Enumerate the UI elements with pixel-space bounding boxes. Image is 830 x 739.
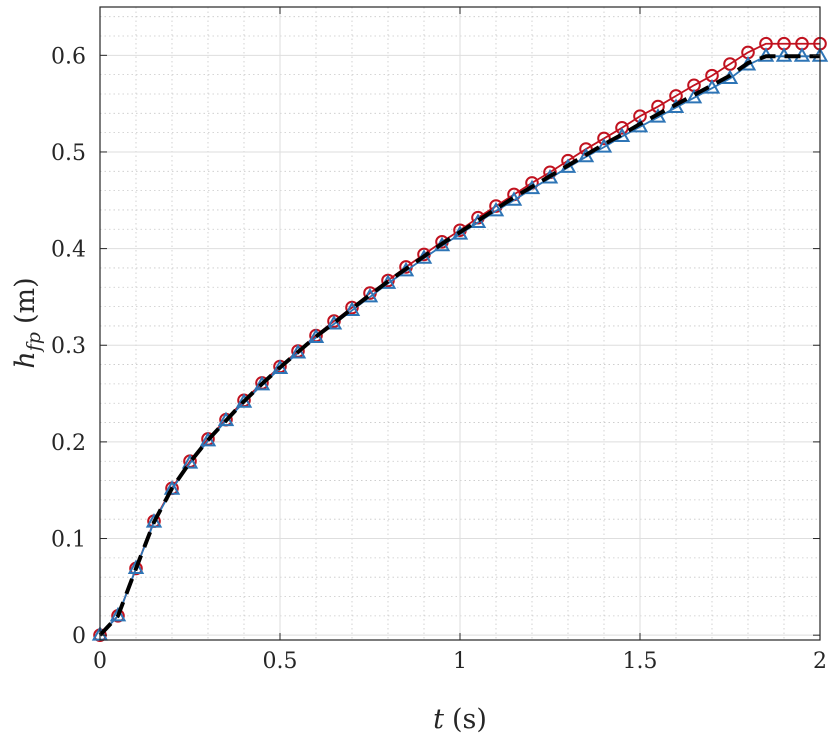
triangle-marker (577, 147, 595, 163)
y-tick-label: 0 (72, 624, 86, 649)
y-tick-label: 0.5 (51, 141, 86, 166)
y-axis-variable: h (10, 351, 41, 368)
y-tick-label: 0.6 (51, 44, 86, 69)
y-axis-unit: (m) (10, 277, 41, 324)
triangle-marker (487, 201, 505, 217)
triangle-marker (145, 513, 163, 528)
x-tick-label: 1.5 (623, 649, 658, 674)
triangle-marker (109, 606, 127, 622)
triangle-marker (343, 301, 361, 316)
triangle-marker (703, 79, 721, 94)
y-axis-subscript: fp (23, 332, 45, 353)
y-tick-label: 0.2 (51, 431, 86, 456)
major-grid (100, 7, 820, 640)
triangle-marker (235, 393, 253, 408)
y-tick-label: 0.1 (51, 528, 86, 553)
triangle-marker (163, 480, 181, 495)
x-tick-label: 0.5 (263, 649, 298, 674)
y-tick-label: 0.4 (51, 238, 86, 263)
circle-marker (597, 131, 611, 146)
y-axis-label: hfp (m) (10, 277, 45, 368)
triangle-marker (595, 138, 613, 153)
triangle-marker (181, 454, 199, 469)
triangle-marker (685, 88, 703, 104)
circle-marker (615, 121, 629, 135)
x-tick-label: 0 (93, 649, 107, 674)
triangle-marker (469, 213, 487, 229)
x-axis-label: t (s) (433, 704, 487, 735)
y-ticks: 0 0.1 0.2 0.3 0.4 0.5 0.6 (51, 44, 820, 649)
triangle-marker (199, 431, 217, 447)
x-axis-variable: t (433, 704, 444, 735)
x-axis-unit: (s) (452, 704, 487, 735)
x-ticks: 0 0.5 1 1.5 2 (93, 7, 827, 674)
x-tick-label: 1 (453, 649, 467, 674)
triangle-marker (451, 225, 469, 240)
series-line-dashed (98, 54, 820, 637)
x-tick-label: 2 (813, 649, 827, 674)
triangle-marker (127, 559, 145, 574)
y-tick-label: 0.3 (51, 334, 86, 359)
